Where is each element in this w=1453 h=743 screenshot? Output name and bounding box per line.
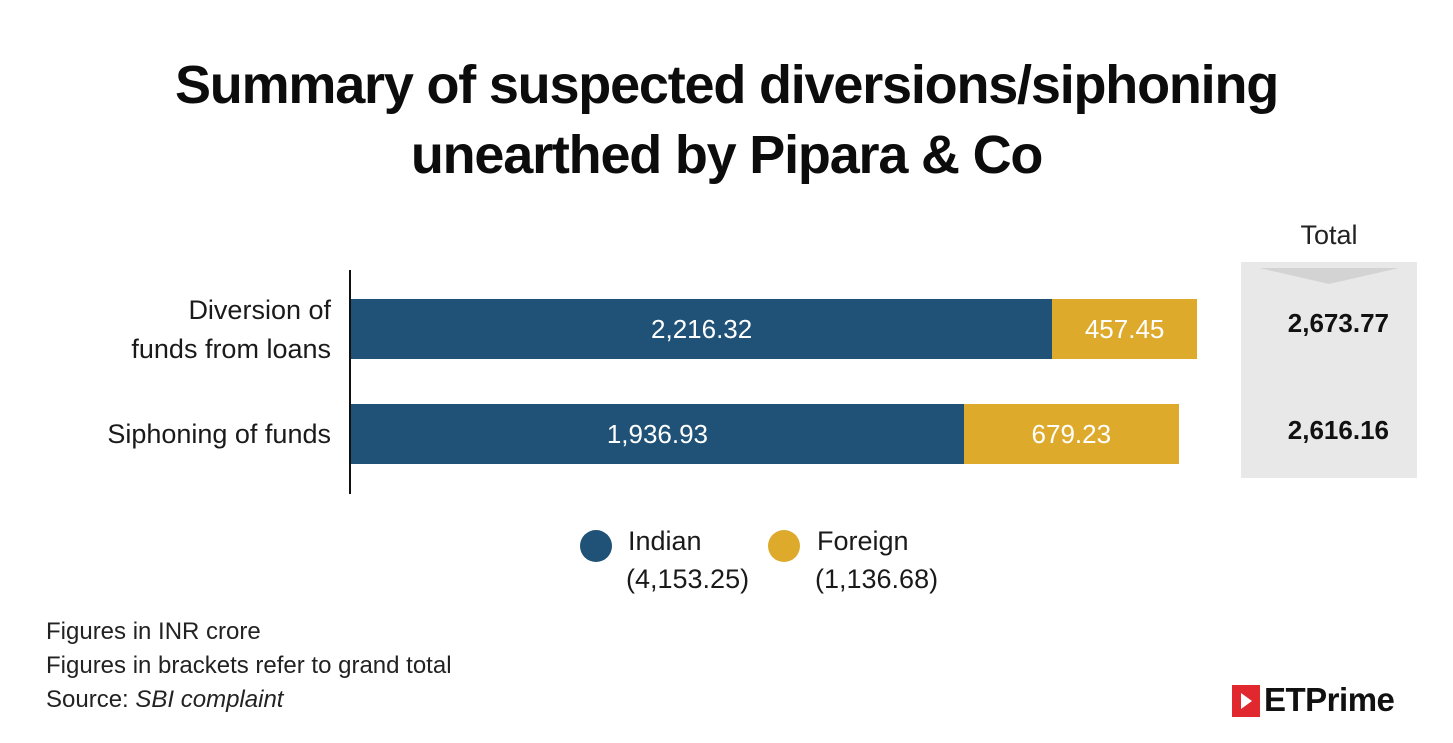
total-chevron-icon [1259, 268, 1399, 284]
data-label-indian-siphoning: 1,936.93 [606, 419, 709, 449]
chart-title: Summary of suspected diversions/siphonin… [0, 50, 1453, 190]
total-value-siphoning: 2,616.16 [1287, 415, 1389, 445]
footnote-units: Figures in INR crore [46, 618, 261, 645]
category-label-diversion-line-1: Diversion of [188, 295, 331, 325]
category-label-diversion: Diversion of funds from loans [131, 291, 331, 369]
y-axis-line [349, 270, 351, 494]
etprime-logo-icon [1232, 685, 1260, 717]
brand-name: ETPrime [1264, 681, 1395, 718]
legend-swatch-indian [580, 530, 612, 562]
chart-title-line-1: Summary of suspected diversions/siphonin… [174, 55, 1279, 115]
bar-indian-diversion [351, 299, 1053, 359]
bar-indian-siphoning [351, 404, 964, 464]
legend-grand-total-indian: (4,153.25) [626, 564, 750, 594]
footnotes: Figures in INR crore Figures in brackets… [46, 615, 452, 717]
legend-grand-total-foreign: (1,136.68) [815, 564, 939, 594]
bar-foreign-diversion [1052, 299, 1197, 359]
legend-label-foreign: Foreign [817, 526, 909, 556]
footnote-source: Source: SBI complaint [46, 683, 452, 717]
category-label-diversion-line-2: funds from loans [131, 334, 331, 364]
category-label-siphoning-line-1: Siphoning of funds [107, 419, 331, 449]
category-label-siphoning: Siphoning of funds [107, 415, 331, 454]
source-prefix: Source: [46, 686, 136, 713]
data-label-foreign-siphoning: 679.23 [1031, 419, 1112, 449]
total-value-diversion: 2,673.77 [1287, 308, 1389, 338]
chart-title-line-2: unearthed by Pipara & Co [410, 125, 1044, 185]
data-label-indian-diversion: 2,216.32 [651, 314, 753, 344]
footnote-brackets: Figures in brackets refer to grand total [46, 652, 452, 679]
legend-label-indian: Indian [628, 526, 702, 556]
bar-foreign-siphoning [963, 404, 1179, 464]
total-column-box: 2,673.77 2,616.16 [1241, 262, 1417, 478]
total-column-header: Total [1300, 220, 1358, 250]
legend-swatch-foreign [768, 530, 800, 562]
source-name: SBI complaint [135, 686, 284, 713]
data-label-foreign-diversion: 457.45 [1084, 314, 1165, 344]
